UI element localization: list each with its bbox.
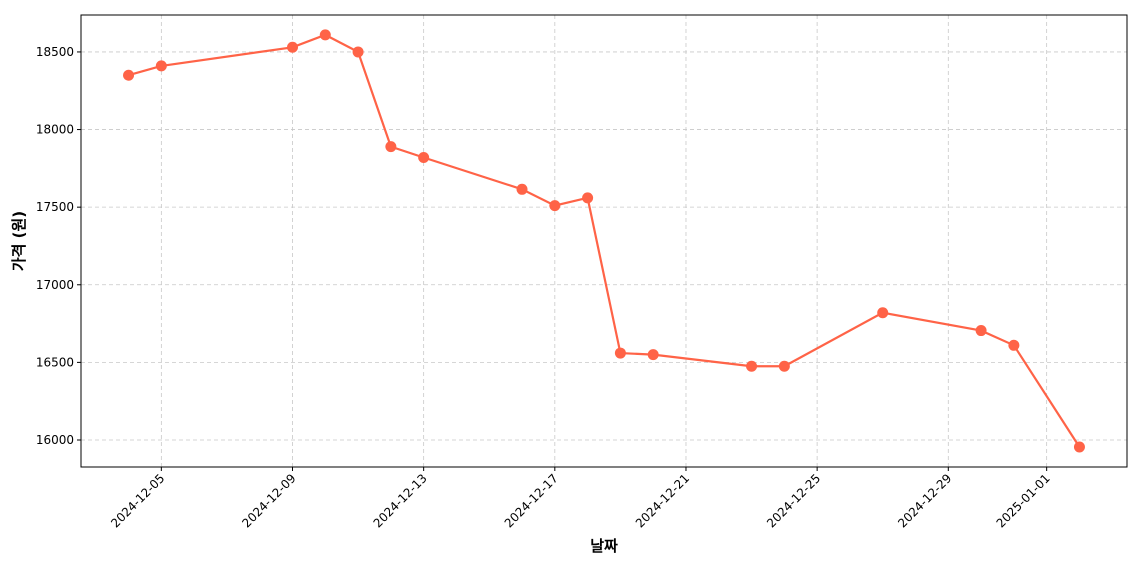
point <box>385 141 397 153</box>
y-tick-label: 17000 <box>36 278 74 292</box>
point <box>975 325 987 337</box>
point <box>582 192 594 204</box>
point <box>319 29 331 41</box>
y-tick-label: 16000 <box>36 433 74 447</box>
point <box>614 347 626 359</box>
x-tick-label: 2024-12-29 <box>895 471 954 530</box>
point <box>647 349 659 361</box>
y-tick-label: 16500 <box>36 355 74 369</box>
x-axis-label: 날짜 <box>590 537 618 555</box>
point <box>1008 339 1020 351</box>
y-tick-label: 18500 <box>36 45 74 59</box>
point <box>123 69 135 81</box>
point <box>286 41 298 53</box>
x-tick-label: 2024-12-09 <box>239 471 298 530</box>
point <box>1073 441 1085 453</box>
x-tick-label: 2024-12-25 <box>764 471 823 530</box>
point <box>877 307 889 319</box>
x-tick-label: 2024-12-17 <box>502 471 561 530</box>
line <box>128 33 1081 448</box>
plot-frame <box>80 14 1128 468</box>
point <box>352 46 364 58</box>
y-axis-label: 가격 (원) <box>10 211 28 271</box>
y-tick-label: 17500 <box>36 200 74 214</box>
x-tick-label: 2024-12-21 <box>633 471 692 530</box>
point <box>418 151 430 163</box>
x-tick-label: 2024-12-13 <box>371 471 430 530</box>
point <box>778 360 790 372</box>
point <box>516 183 528 195</box>
y-tick-label: 18000 <box>36 123 74 137</box>
point <box>746 360 758 372</box>
point <box>549 200 561 212</box>
point <box>155 60 167 72</box>
x-tick-label: 2024-12-05 <box>108 471 167 530</box>
x-tick-label: 2025-01-01 <box>994 471 1053 530</box>
